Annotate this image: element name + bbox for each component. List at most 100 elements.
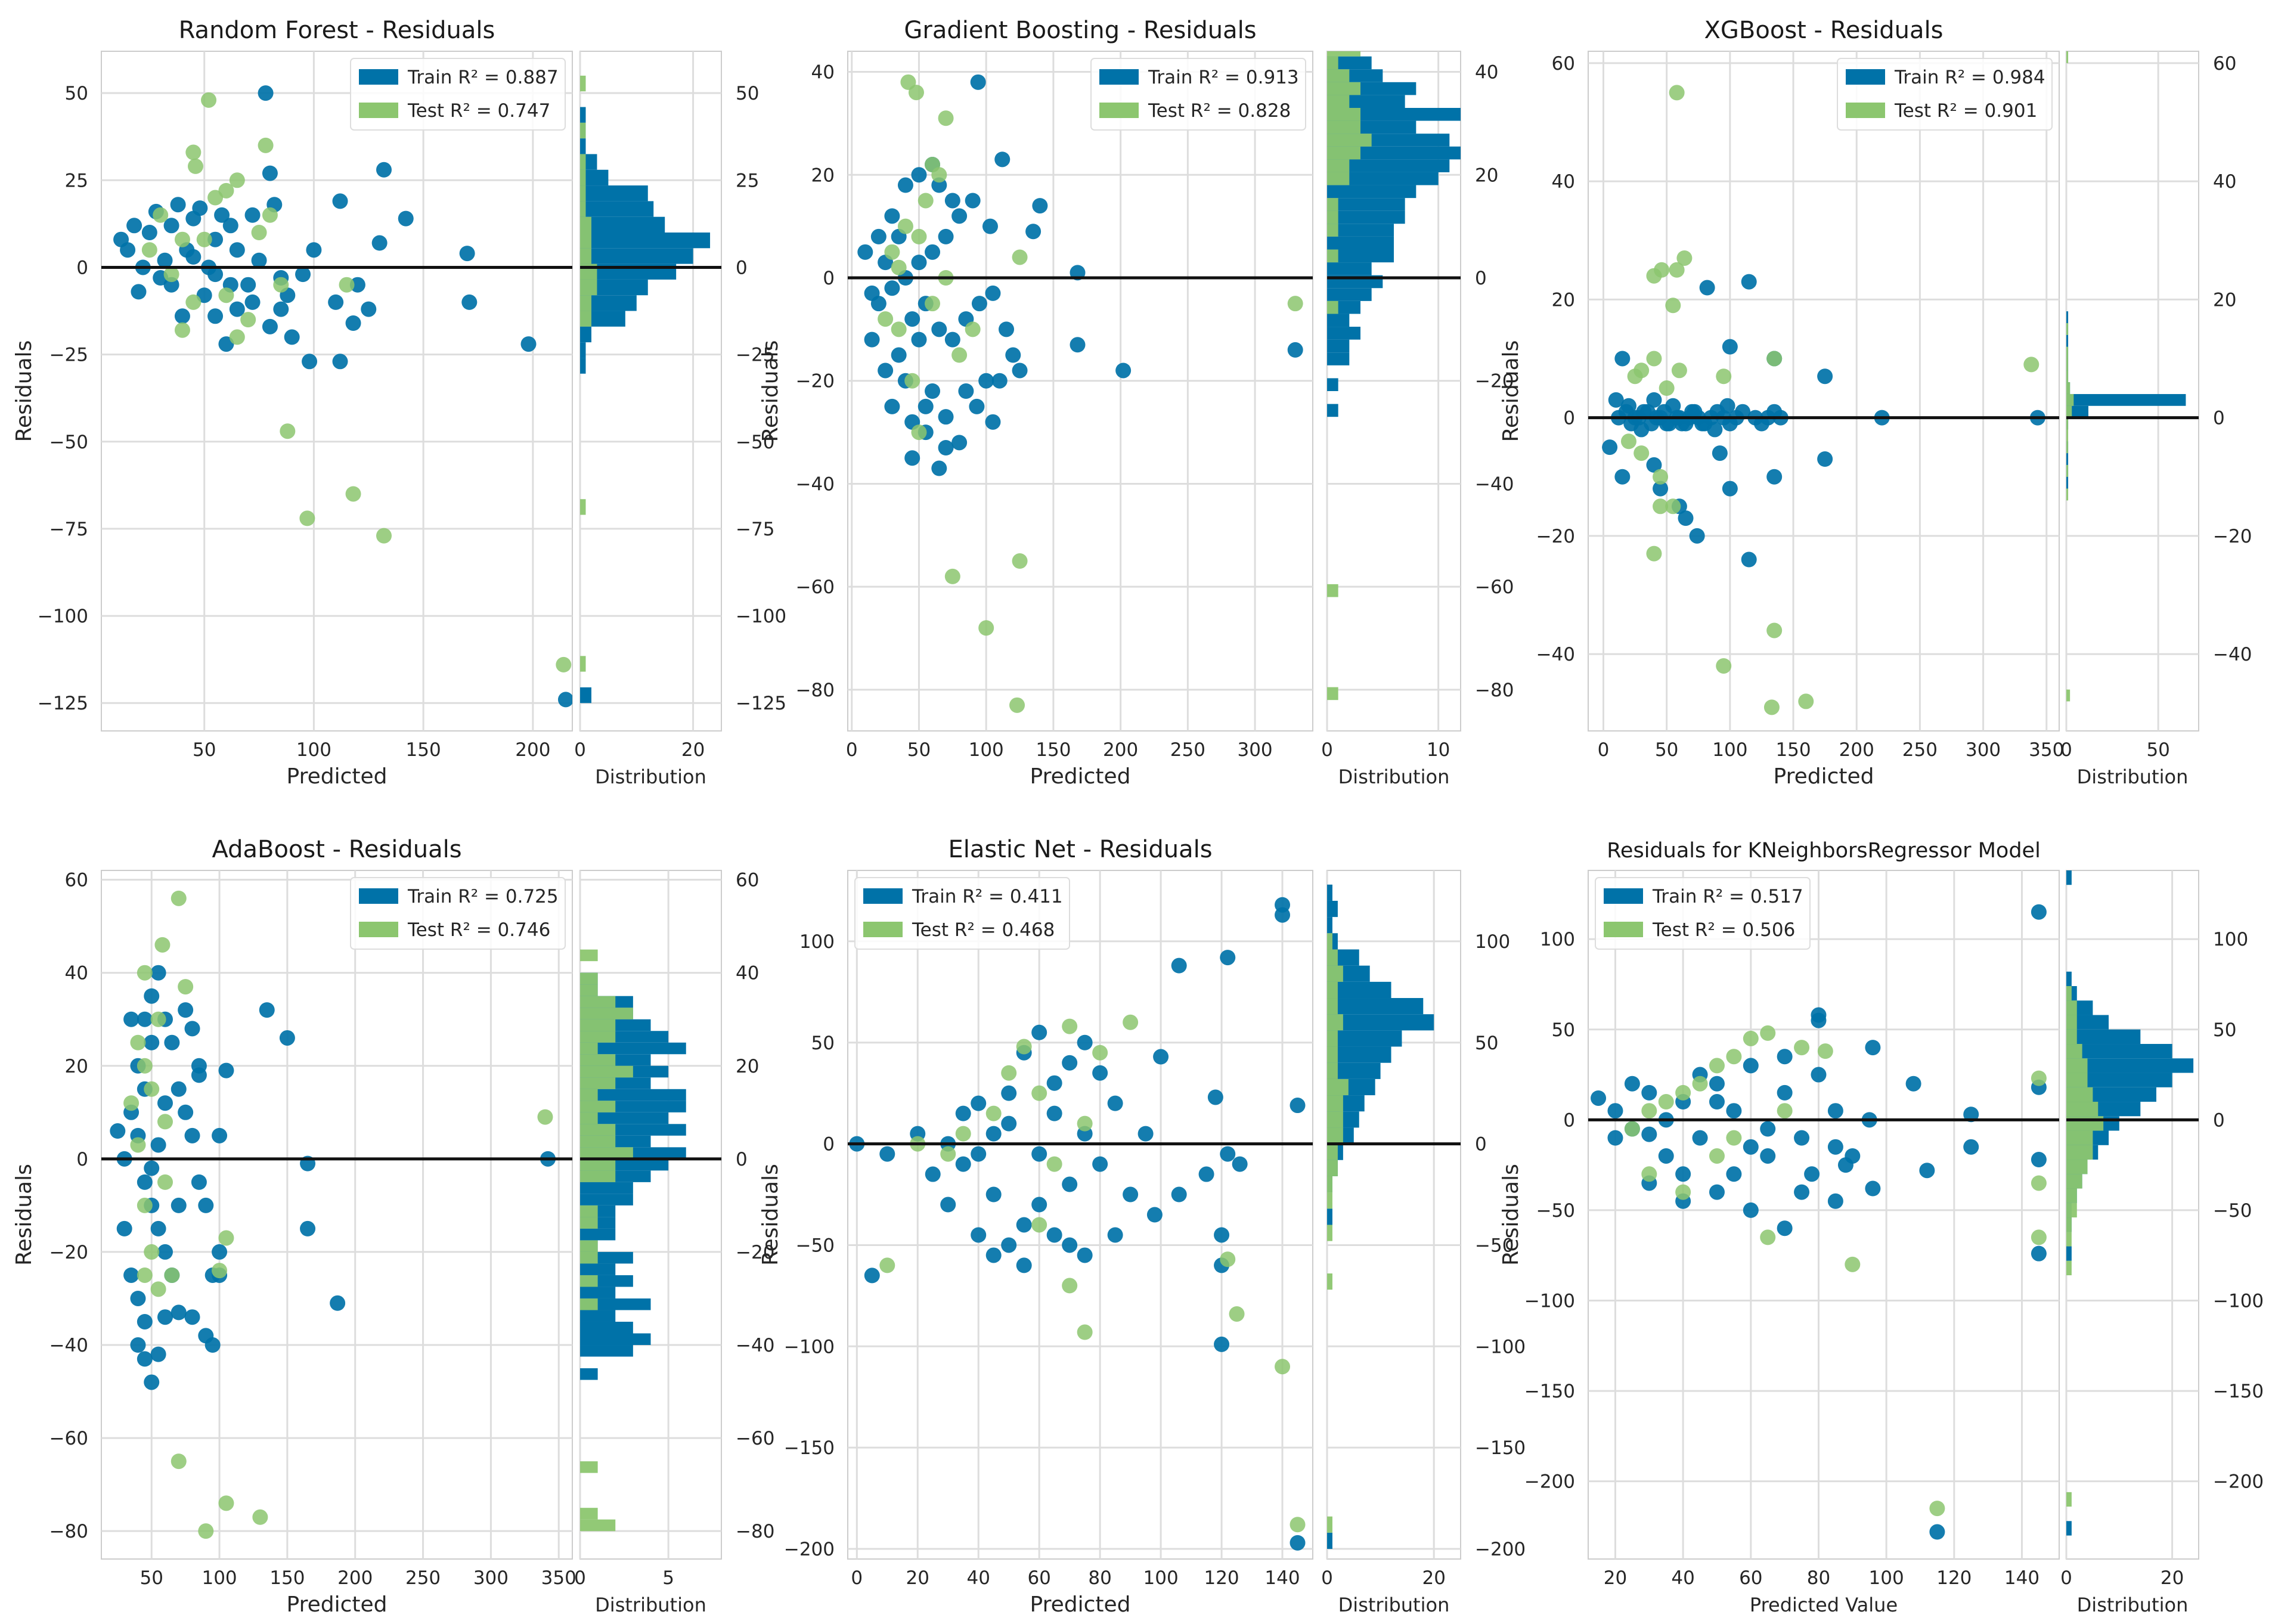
y-tick-label: −50 (796, 1235, 835, 1256)
train-point (1046, 1105, 1062, 1121)
test-point (955, 1126, 971, 1142)
legend: Train R² = 0.984 Test R² = 0.901 (1837, 58, 2053, 131)
train-point (371, 235, 388, 251)
test-hist-bar (1327, 981, 1338, 999)
test-hist-bar (580, 499, 586, 515)
hist-y-tick-label: −80 (1475, 680, 1514, 701)
test-point (207, 190, 224, 206)
test-hist-bar (2066, 464, 2069, 477)
train-point (1794, 1184, 1810, 1200)
test-hist-bar (580, 1112, 598, 1124)
test-hist-bar (580, 1461, 598, 1473)
train-point (971, 296, 987, 312)
hist-x-tick-label: 5 (662, 1567, 674, 1589)
y-tick-label: −100 (1524, 1290, 1575, 1312)
hist-y-tick-label: −50 (2213, 1200, 2252, 1222)
train-point (944, 193, 960, 209)
train-hist-bar (580, 1089, 686, 1101)
train-point (295, 266, 311, 283)
train-point (284, 329, 300, 345)
scatter-plot-area (847, 870, 1313, 1560)
train-point (1743, 1139, 1759, 1155)
test-point (1726, 1049, 1742, 1065)
train-point (1709, 1094, 1725, 1110)
train-point (1287, 342, 1303, 358)
legend-test-swatch (1846, 103, 1885, 118)
legend: Train R² = 0.887 Test R² = 0.747 (350, 58, 566, 131)
train-point (361, 301, 377, 317)
test-point (1123, 1014, 1139, 1030)
train-hist-bar (580, 326, 591, 343)
y-tick-label: 20 (65, 1056, 88, 1077)
train-point (1707, 422, 1723, 438)
train-point (251, 252, 267, 268)
train-point (557, 692, 572, 708)
train-point (1171, 957, 1187, 974)
train-hist-bar (580, 107, 586, 123)
train-point (1689, 528, 1705, 544)
y-tick-label: −125 (38, 693, 88, 714)
test-hist-bar (2066, 429, 2069, 442)
test-point (218, 1230, 234, 1246)
train-point (1031, 1024, 1047, 1040)
y-axis-label: Residuals (12, 340, 36, 442)
train-point (262, 318, 278, 334)
test-hist-bar (1327, 584, 1338, 597)
test-point (280, 423, 296, 439)
test-hist-bar (1327, 108, 1360, 121)
hist-x-axis-label: Distribution (595, 765, 706, 788)
train-point (157, 252, 173, 268)
train-hist-bar (1327, 262, 1372, 275)
train-point (1641, 1126, 1657, 1142)
train-point (461, 294, 478, 310)
test-point (1760, 1229, 1776, 1245)
hist-x-tick-label: 20 (2161, 1567, 2184, 1589)
train-point (1709, 1076, 1725, 1092)
hist-y-tick-label: −80 (736, 1521, 774, 1542)
train-point (931, 460, 947, 476)
scatter-points (110, 890, 556, 1539)
histogram-bars (1327, 884, 1434, 1549)
hist-y-tick-label: 60 (736, 870, 759, 891)
x-tick-label: 250 (405, 1567, 441, 1589)
legend-train-label: Train R² = 0.913 (1148, 67, 1299, 88)
train-point (1077, 1034, 1093, 1050)
test-point (1220, 1251, 1236, 1267)
test-point (1675, 1184, 1691, 1200)
y-tick-label: −200 (1524, 1471, 1575, 1493)
test-hist-bar (580, 295, 591, 311)
histogram-plot-area (2066, 51, 2199, 732)
histogram-bars (1327, 51, 1461, 701)
x-tick-label: 0 (846, 739, 858, 761)
legend-box (1595, 877, 1811, 950)
train-point (222, 218, 238, 234)
test-hist-bar (2066, 488, 2069, 501)
train-point (1726, 1103, 1742, 1119)
legend-train-swatch (1604, 888, 1643, 904)
test-point (2031, 1070, 2047, 1086)
x-tick-label: 100 (1143, 1567, 1179, 1589)
hist-x-tick-label: 20 (681, 739, 705, 761)
chart-title: Random Forest - Residuals (179, 17, 495, 44)
test-point (130, 1034, 146, 1050)
test-hist-bar (1327, 1046, 1338, 1063)
train-hist-bar (2066, 870, 2072, 885)
test-hist-bar (580, 1089, 598, 1101)
chart-title: XGBoost - Residuals (1704, 17, 1944, 44)
train-point (273, 301, 289, 317)
test-hist-bar (580, 1008, 633, 1019)
test-point (178, 979, 194, 995)
test-hist-bar (1327, 1160, 1338, 1176)
test-point (1658, 1094, 1674, 1110)
train-hist-bar (1327, 198, 1405, 211)
test-point (137, 1267, 153, 1283)
test-hist-bar (2066, 393, 2074, 406)
hist-y-tick-label: −40 (2213, 644, 2252, 665)
train-point (141, 225, 157, 240)
train-point (1207, 1089, 1223, 1105)
test-hist-bar (580, 29, 585, 44)
test-point (1671, 362, 1687, 379)
hist-y-tick-label: 25 (736, 170, 759, 191)
train-point (1146, 1207, 1163, 1223)
